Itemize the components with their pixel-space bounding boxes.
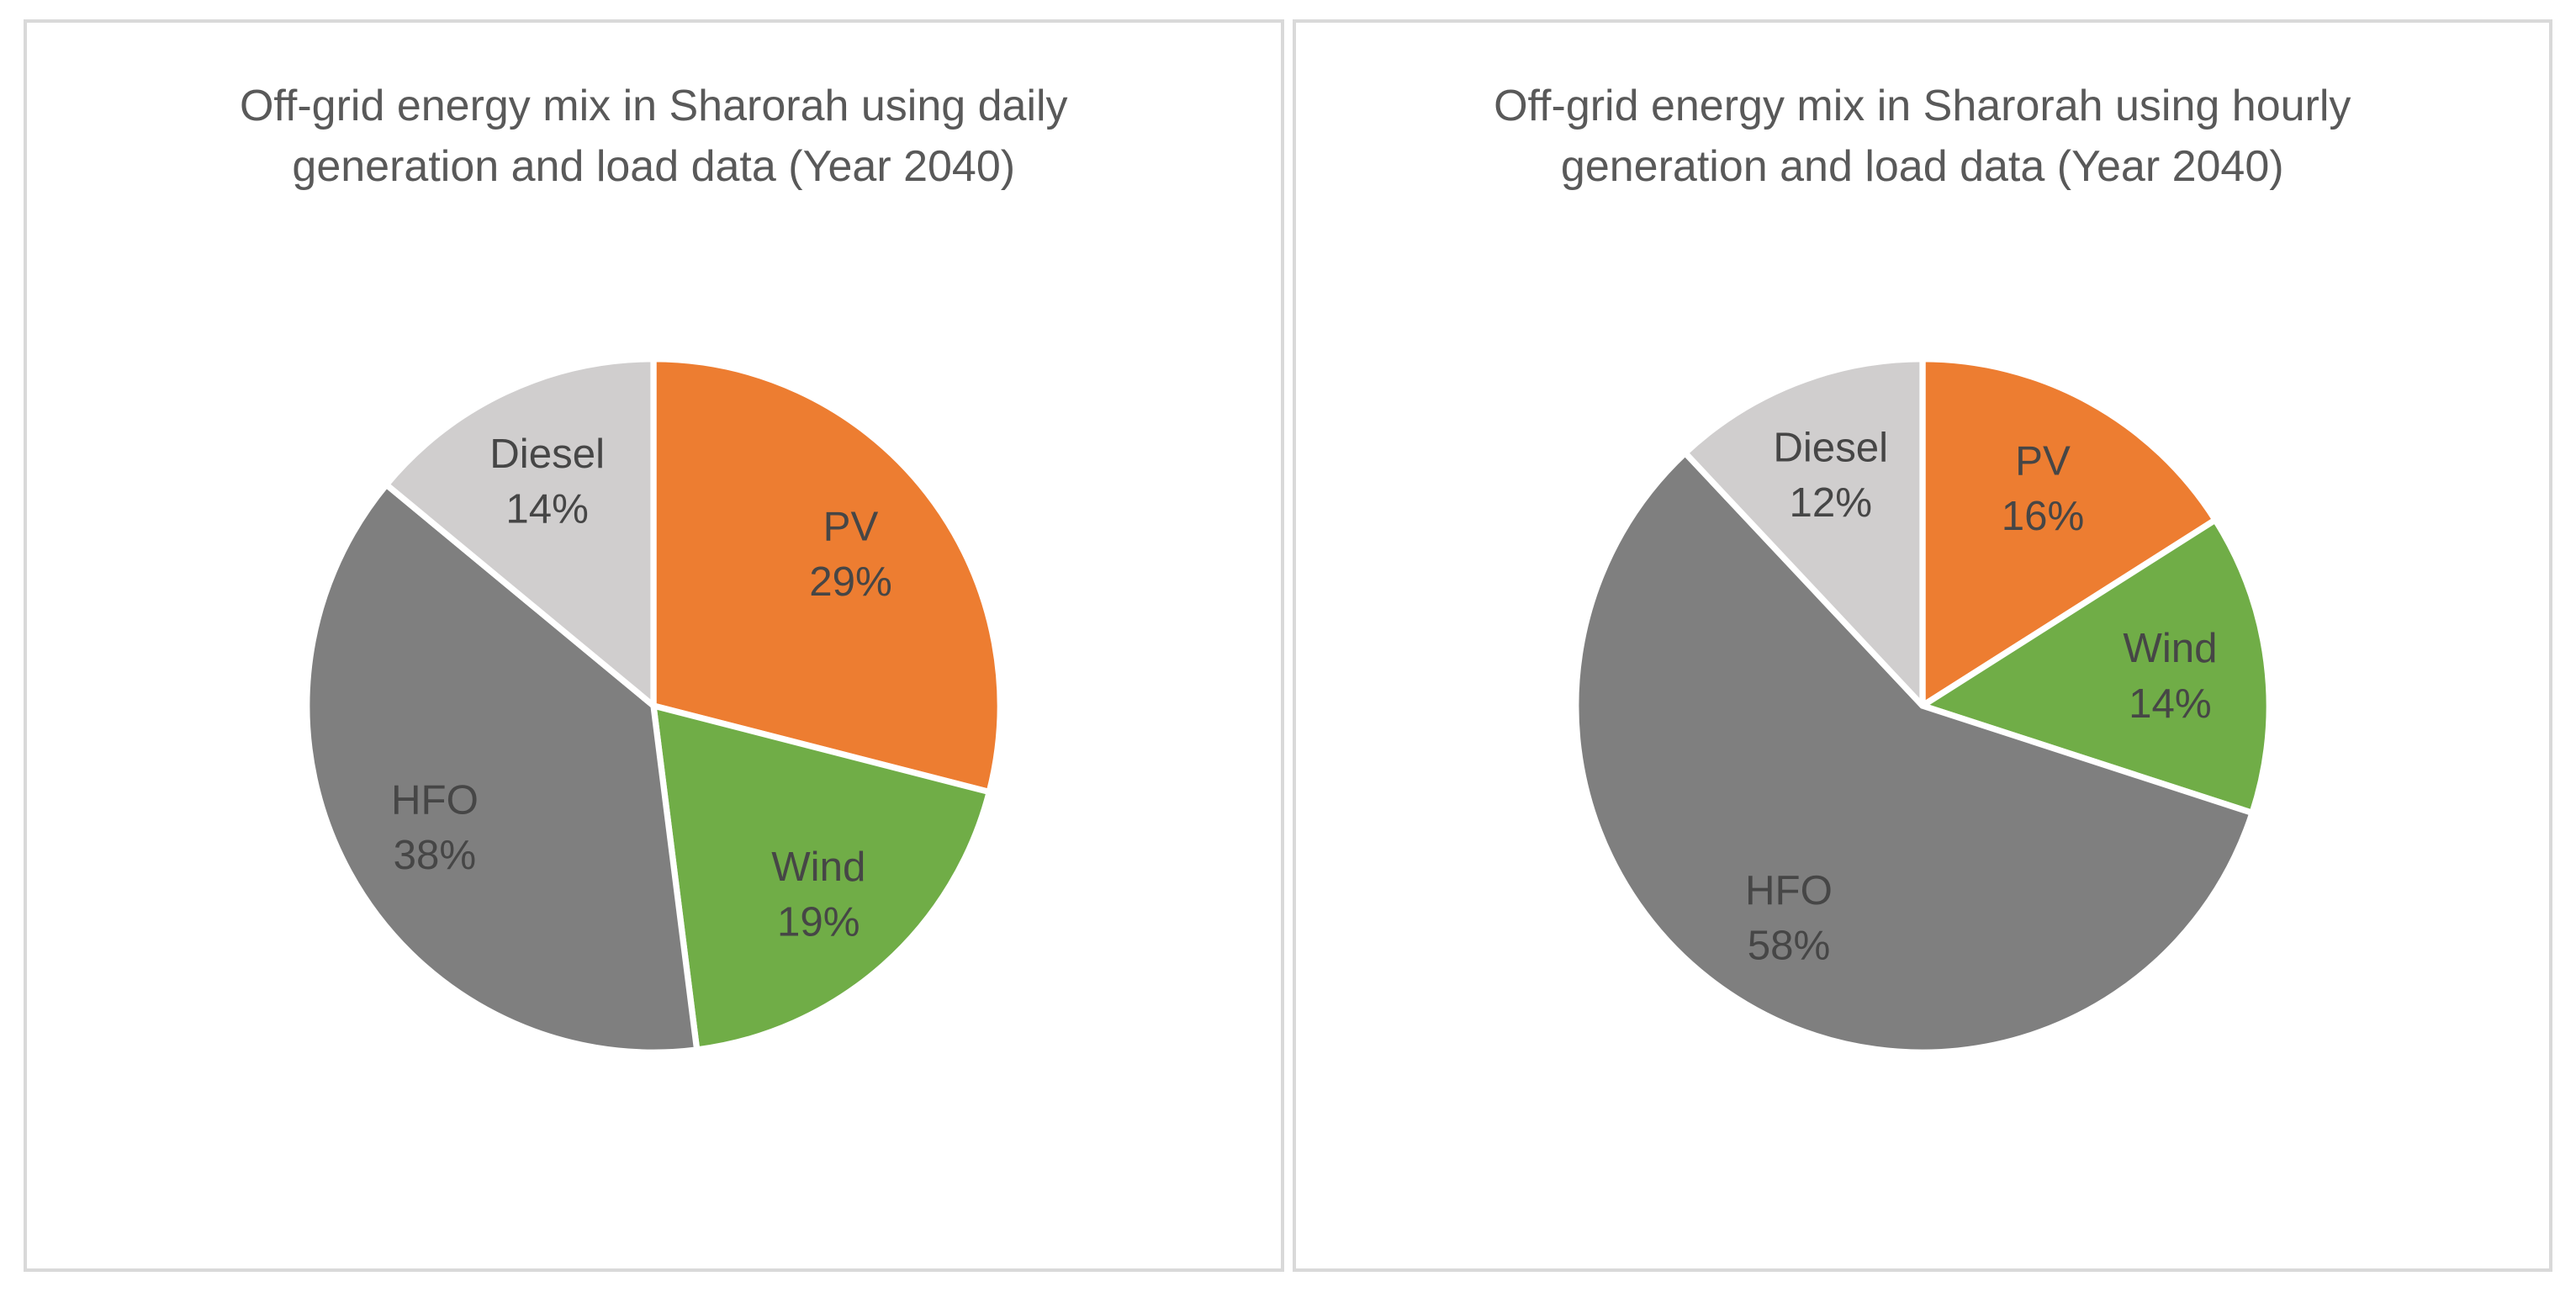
pie-slice-wind <box>1919 516 2272 816</box>
chart-title-daily: Off-grid energy mix in Sharorah using da… <box>239 82 1068 191</box>
pie-label-hfo: HFO 58% <box>1745 867 1833 969</box>
pie-slice-diesel <box>383 355 657 709</box>
pie-label-hfo: HFO 38% <box>391 776 479 878</box>
pie-slice-hfo <box>1572 449 2256 1056</box>
pie-slice-diesel <box>1681 355 1926 709</box>
pie-label-diesel: Diesel 12% <box>1773 424 1888 526</box>
pie-chart-hourly: PV 16% Wind 14% HFO 58% Diesel 12% <box>1572 355 2272 1056</box>
pie-label-pv: PV 29% <box>809 503 892 605</box>
pie-label-pv: PV 16% <box>2001 437 2084 539</box>
chart-title-hourly: Off-grid energy mix in Sharorah using ho… <box>1494 82 2351 191</box>
pie-label-wind: Wind 14% <box>2123 625 2217 727</box>
pie-label-diesel: Diesel 14% <box>489 430 605 532</box>
pie-slice-pv <box>650 355 1004 795</box>
chart-panel-hourly: Off-grid energy mix in Sharorah using ho… <box>1292 19 2552 1272</box>
chart-panel-daily: Off-grid energy mix in Sharorah using da… <box>24 19 1284 1272</box>
pie-chart-daily: PV 29% Wind 19% HFO 38% Diesel 14% <box>304 355 1004 1056</box>
pie-slice-wind <box>650 702 993 1053</box>
pie-slice-pv <box>1919 355 2219 709</box>
pie-label-wind: Wind 19% <box>771 844 865 945</box>
pie-slice-hfo <box>304 481 701 1056</box>
